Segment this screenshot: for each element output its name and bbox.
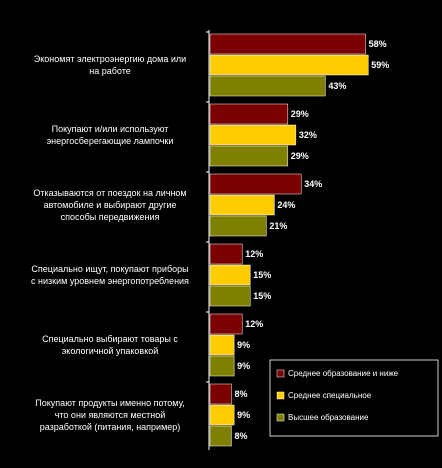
bar-1-2 <box>209 103 289 125</box>
bar-1-4 <box>209 243 243 265</box>
category-labels: Экономят электроэнергию дома или на работ… <box>31 54 189 432</box>
category-axis <box>206 30 210 450</box>
legend-entry: Среднее специальное <box>288 391 372 400</box>
data-label: 8% <box>234 431 247 441</box>
bar-3-1 <box>209 75 326 97</box>
legend-swatch <box>276 391 285 400</box>
data-label: 12% <box>245 249 263 259</box>
bar-1-5 <box>209 313 243 335</box>
category-label: Отказываются от поездок на личном автомоб… <box>33 188 186 222</box>
data-label: 21% <box>269 221 287 231</box>
bar-1-6 <box>209 383 232 405</box>
data-label: 29% <box>291 151 309 161</box>
legend-entry: Высшее образование <box>288 413 369 422</box>
bar-3-6 <box>209 425 232 447</box>
bar-3-3 <box>209 215 267 237</box>
bars-group <box>209 33 369 447</box>
legend-swatch <box>276 413 285 422</box>
legend-swatch <box>276 369 285 378</box>
data-label: 29% <box>291 109 309 119</box>
bar-2-6 <box>209 404 235 426</box>
data-label: 24% <box>277 200 295 210</box>
legend: Среднее образование и ниже Среднее специа… <box>269 359 439 437</box>
data-label: 34% <box>304 179 322 189</box>
value-labels: 58% 59% 43% 29% 32% 29% 34% 24% 21% 12% 15% 15% 12% 9… <box>234 39 389 441</box>
legend-box <box>269 359 439 437</box>
bar-2-5 <box>209 334 235 356</box>
bar-1-3 <box>209 173 302 195</box>
legend-entry: Среднее образование и ниже <box>288 369 399 378</box>
category-label: Экономят электроэнергию дома или на работ… <box>34 54 186 76</box>
bar-2-4 <box>209 264 251 286</box>
data-label: 59% <box>371 60 389 70</box>
bar-2-3 <box>209 194 275 216</box>
bar-3-2 <box>209 145 289 167</box>
bar-1-1 <box>209 33 366 55</box>
data-label: 32% <box>299 130 317 140</box>
bar-2-1 <box>209 54 369 76</box>
data-label: 15% <box>253 270 271 280</box>
category-label: Специально выбирают товары с экологичной … <box>42 334 178 356</box>
data-label: 9% <box>237 410 250 420</box>
data-label: 12% <box>245 319 263 329</box>
data-label: 15% <box>253 291 271 301</box>
category-label: Покупают продукты именно потому, что они … <box>35 398 184 432</box>
data-label: 43% <box>328 81 346 91</box>
category-label: Специально ищут, покупают приборы с низки… <box>31 264 189 286</box>
bar-3-4 <box>209 285 251 307</box>
data-label: 58% <box>369 39 387 49</box>
bar-2-2 <box>209 124 297 146</box>
category-label: Покупают и/или используют энергосберегающ… <box>47 124 174 146</box>
data-label: 9% <box>237 361 250 371</box>
bar-3-5 <box>209 355 235 377</box>
data-label: 8% <box>234 389 247 399</box>
data-label: 9% <box>237 340 250 350</box>
